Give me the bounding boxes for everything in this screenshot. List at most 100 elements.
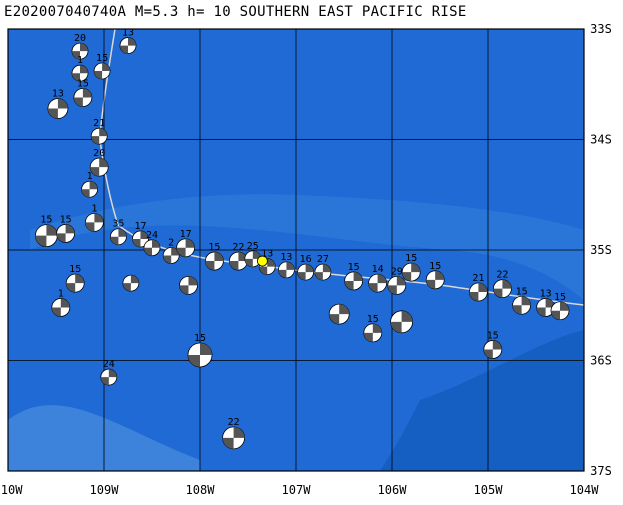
depth-label: 24	[146, 230, 158, 241]
lon-tick-label: 109W	[90, 483, 120, 497]
depth-label: 16	[300, 254, 312, 265]
beachball-icon[interactable]: 13	[119, 28, 137, 54]
beachball-icon[interactable]	[390, 310, 414, 334]
lon-tick-label: 106W	[378, 483, 408, 497]
beachball-icon[interactable]: 24	[100, 359, 118, 386]
beachball-icon[interactable]: 1	[85, 203, 104, 232]
beachball-icon[interactable]: 15	[550, 292, 570, 321]
map-frame	[7, 28, 585, 472]
beachball-icon[interactable]: 17	[132, 221, 149, 248]
depth-label: 15	[60, 214, 72, 225]
depth-label: 15	[77, 79, 89, 90]
epicenter-marker[interactable]	[256, 255, 268, 267]
lat-tick-label: 36S	[590, 354, 612, 368]
beachball-icon[interactable]: 15	[73, 79, 93, 107]
beachball-icon[interactable]: 25	[244, 241, 262, 268]
beachball-icon[interactable]: 24	[143, 230, 161, 257]
beachball-icon[interactable]	[328, 303, 350, 325]
beachball-icon[interactable]: 15	[344, 262, 364, 291]
beachball-icon[interactable]: 13	[47, 89, 69, 119]
depth-label: 15	[194, 333, 206, 344]
depth-label: 15	[348, 262, 360, 273]
beachball-icon[interactable]: 2	[162, 238, 180, 264]
beachball-icon[interactable]: 27	[314, 254, 332, 281]
lon-tick-label: 110W	[0, 483, 23, 497]
beachball-icon[interactable]: 35	[110, 219, 127, 246]
beachball-icon[interactable]: 15	[425, 261, 445, 290]
depth-label: 21	[472, 273, 484, 284]
lon-tick-label: 105W	[474, 483, 504, 497]
depth-label: 15	[487, 330, 499, 341]
beachball-icon[interactable]: 22	[492, 270, 512, 299]
depth-label: 1	[58, 288, 64, 299]
depth-label: 1	[77, 55, 83, 66]
beachball-icon[interactable]: 20	[89, 148, 109, 177]
depth-label: 2	[168, 238, 174, 249]
beachball-icon[interactable]: 20	[71, 33, 89, 60]
depth-label: 1	[91, 203, 97, 214]
depth-label: 22	[232, 242, 244, 253]
depth-label: 20	[93, 148, 105, 159]
lat-tick-label: 33S	[590, 22, 612, 36]
depth-label: 15	[208, 242, 220, 253]
axis-labels: 110W 109W 108W 107W 106W 105W 104W 33S 34S 35S 36S…	[0, 22, 612, 497]
depth-label: 15	[554, 292, 566, 303]
depth-label: 1	[87, 171, 93, 182]
depth-label: 13	[52, 89, 64, 100]
beachball-icon[interactable]: 1	[71, 55, 89, 82]
depth-label: 13	[261, 249, 273, 260]
beachball-icon[interactable]: 13	[277, 252, 295, 279]
ridge-bathymetry	[30, 194, 584, 300]
depth-label: 15	[96, 53, 108, 64]
beachball-icon[interactable]: 14	[368, 264, 388, 293]
lon-tick-label: 108W	[186, 483, 216, 497]
depth-label: 25	[247, 241, 259, 252]
beachball-icon[interactable]: 15	[363, 314, 383, 343]
beachball-icon[interactable]: 17	[176, 229, 196, 258]
map-title: E202007040740A M=5.3 h= 10 SOUTHERN EAST…	[4, 4, 467, 20]
depth-label: 20	[74, 33, 86, 44]
depth-label: 13	[280, 252, 292, 263]
beachball-icon[interactable]: 15	[56, 214, 75, 243]
lat-tick-label: 35S	[590, 243, 612, 257]
beachball-icon[interactable]: 15	[93, 53, 111, 80]
depth-label: 15	[429, 261, 441, 272]
beachball-icon[interactable]: 16	[297, 254, 315, 281]
depth-label: 15	[367, 314, 379, 325]
beachball-icon[interactable]: 13	[536, 288, 555, 317]
beachball-icon[interactable]: 15	[204, 242, 224, 271]
depth-label: 35	[112, 219, 124, 230]
beachball-icon[interactable]: 15	[512, 286, 531, 315]
beachball-icon[interactable]: 21	[90, 118, 108, 145]
beachball-icon[interactable]: 1	[51, 288, 71, 317]
depth-label: 24	[103, 359, 115, 370]
lon-tick-label: 104W	[570, 483, 600, 497]
depth-label: 15	[40, 215, 52, 226]
depth-label: 15	[405, 253, 417, 264]
depth-label: 17	[180, 229, 192, 240]
beachball-icon[interactable]: 29	[387, 266, 407, 295]
deep-bathymetry-se	[380, 330, 584, 471]
lon-tick-label: 107W	[282, 483, 312, 497]
beachball-icon[interactable]: 15	[187, 333, 213, 368]
beachball-icon[interactable]	[179, 275, 198, 295]
depth-label: 13	[540, 288, 552, 299]
depth-label: 15	[69, 264, 81, 275]
depth-label: 17	[134, 221, 146, 232]
beachball-icon[interactable]: 15	[483, 330, 503, 359]
depth-label: 13	[122, 28, 134, 39]
beachball-icon[interactable]: 1	[81, 171, 98, 198]
beachball-icon[interactable]: 15	[65, 264, 85, 293]
depth-label: 29	[391, 266, 403, 277]
lat-tick-label: 34S	[590, 133, 612, 147]
depth-label: 14	[372, 264, 384, 275]
beachball-icon[interactable]: 21	[468, 273, 488, 302]
depth-label: 22	[496, 270, 508, 281]
beachball-icon[interactable]: 15	[401, 253, 421, 282]
beachball-icon[interactable]: 22	[222, 417, 246, 450]
beachball-icon[interactable]	[122, 274, 140, 292]
beachball-icon[interactable]: 15	[35, 215, 58, 248]
depth-label: 21	[93, 118, 105, 129]
